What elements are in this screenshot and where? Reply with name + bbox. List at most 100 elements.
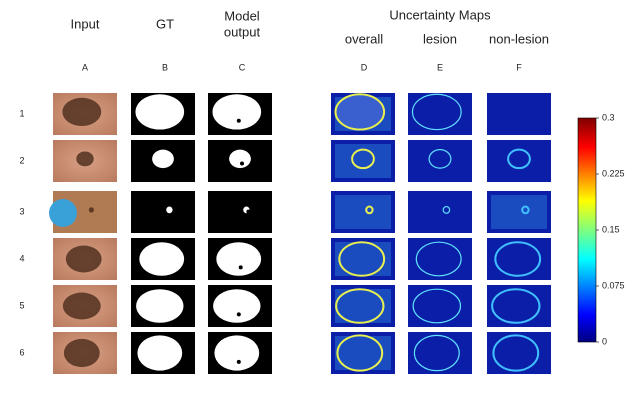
ring (491, 288, 541, 324)
panel-bg (487, 140, 551, 182)
panel-bg (487, 332, 551, 374)
mask (136, 289, 184, 323)
row-label: 1 (19, 108, 24, 118)
image-panel (331, 238, 395, 280)
colorbar (577, 117, 597, 343)
image-panel (131, 191, 195, 233)
panel-bg (408, 332, 472, 374)
panel-bg (408, 140, 472, 182)
image-panel (408, 332, 472, 374)
noise (491, 195, 547, 229)
ring (521, 205, 530, 215)
group-title: Uncertainty Maps (389, 7, 491, 22)
column-letter: F (516, 62, 522, 72)
ring (351, 148, 375, 170)
row-label: 4 (19, 253, 24, 263)
image-panel (208, 191, 272, 233)
image-panel (487, 93, 551, 135)
image-panel (53, 332, 117, 374)
mask (139, 242, 185, 276)
image-panel (331, 191, 395, 233)
column-letter: B (162, 62, 168, 72)
image-panel (331, 140, 395, 182)
image-panel (208, 332, 272, 374)
hole (240, 161, 244, 166)
panel-bg (408, 93, 472, 135)
panel-bg (487, 285, 551, 327)
image-panel (131, 93, 195, 135)
marker (49, 199, 77, 227)
hole (236, 118, 241, 123)
image-panel (53, 140, 117, 182)
panel-bg (208, 191, 272, 233)
image-panel (331, 285, 395, 327)
mask (213, 289, 261, 323)
image-panel (408, 285, 472, 327)
lesion (63, 338, 100, 368)
image-panel (131, 238, 195, 280)
column-letter: A (82, 62, 88, 72)
image-panel (331, 93, 395, 135)
image-panel (408, 140, 472, 182)
noise (335, 195, 391, 229)
mask (229, 149, 251, 169)
image-panel (131, 332, 195, 374)
hole (246, 209, 251, 214)
ring (413, 334, 460, 372)
row-label: 3 (19, 206, 24, 216)
panel-bg (131, 191, 195, 233)
image-panel (408, 238, 472, 280)
ring (412, 288, 462, 324)
image-panel (208, 93, 272, 135)
lesion (62, 292, 101, 320)
image-panel (408, 191, 472, 233)
ring (428, 149, 452, 169)
lesion (62, 97, 102, 127)
image-panel (53, 93, 117, 135)
panel-bg (408, 191, 472, 233)
column-title: overall (345, 31, 383, 46)
image-panel (331, 332, 395, 374)
mask (135, 94, 185, 130)
image-panel (131, 285, 195, 327)
image-panel (208, 140, 272, 182)
panel-bg (408, 238, 472, 280)
ring (411, 93, 462, 131)
panel-bg (408, 285, 472, 327)
ring (507, 148, 531, 170)
noise (335, 242, 391, 276)
hole (238, 265, 243, 270)
colorbar-tick-label: 0.15 (602, 224, 620, 234)
ring (415, 241, 462, 277)
mask (214, 335, 260, 371)
hole (236, 312, 241, 317)
image-panel (49, 191, 117, 233)
image-panel (131, 140, 195, 182)
ring (335, 288, 385, 324)
ring (442, 205, 451, 214)
hole (236, 359, 241, 364)
row-label: 5 (19, 300, 24, 310)
colorbar-tick-label: 0.075 (602, 280, 625, 290)
image-panel (487, 140, 551, 182)
panel-bg (487, 93, 551, 135)
column-title: Model (224, 8, 260, 23)
image-panel (53, 285, 117, 327)
row-label: 2 (19, 155, 24, 165)
image-panel (208, 238, 272, 280)
column-title: output (224, 24, 261, 39)
mask (137, 335, 183, 371)
image-panel (408, 93, 472, 135)
image-panel (487, 191, 551, 233)
lesion (88, 207, 94, 213)
image-panel (487, 332, 551, 374)
ring (492, 334, 540, 372)
noise (335, 289, 391, 323)
colorbar-tick-label: 0.3 (602, 112, 615, 122)
column-letter: D (361, 62, 368, 72)
column-title: GT (156, 16, 174, 31)
image-panel (487, 285, 551, 327)
ring (338, 241, 386, 277)
column-title: Input (71, 16, 100, 31)
